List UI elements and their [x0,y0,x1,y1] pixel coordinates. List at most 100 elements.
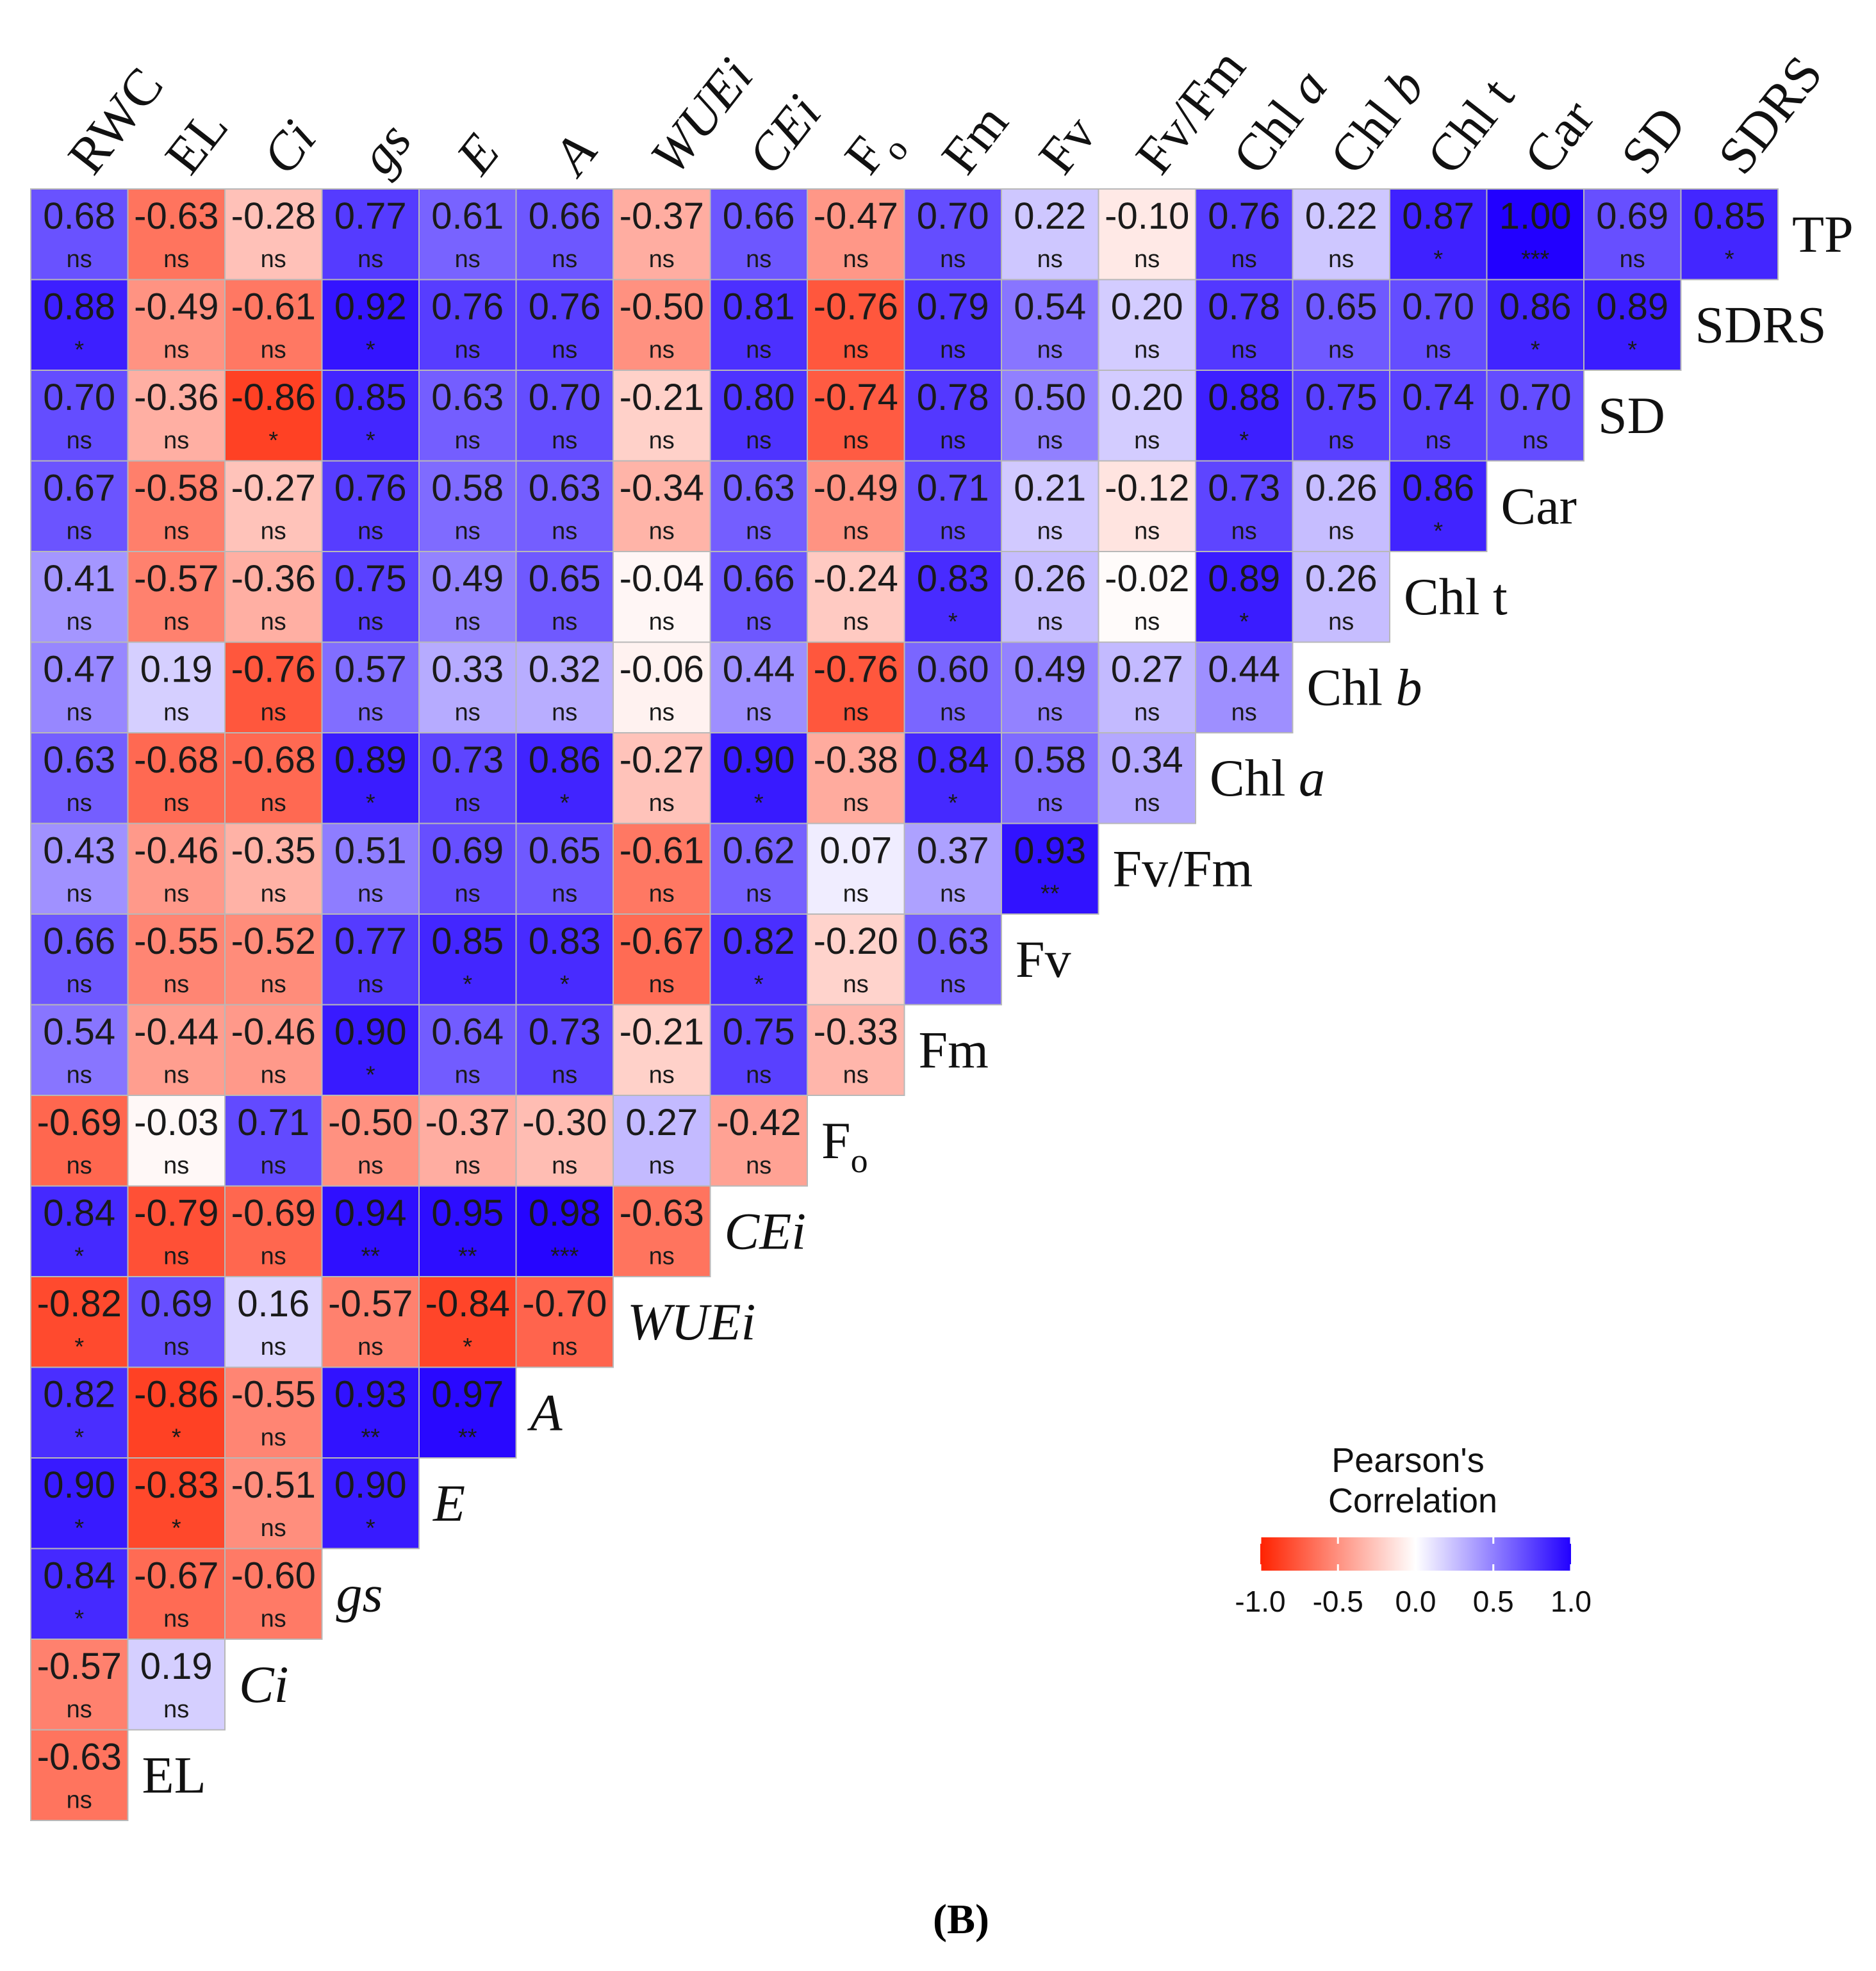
cell-value: 0.98 [529,1193,601,1234]
cell-value: -0.12 [1105,468,1189,509]
column-label: WUEi [639,47,764,184]
cell-fill [1001,732,1099,824]
cell-fill [709,822,808,915]
heatmap-cell: 0.90 * [30,1457,129,1550]
cell-significance: * [366,1062,375,1089]
cell-value: -0.74 [814,377,898,418]
cell-value: -0.63 [620,1193,704,1234]
cell-value: -0.63 [134,195,218,237]
cell-significance: ns [649,427,675,454]
cell-fill [1195,551,1294,643]
heatmap-cell: -0.37 ns [613,188,711,281]
cell-significance: ns [552,1152,577,1179]
cell-value: 0.89 [1208,558,1280,600]
cell-fill [30,370,129,462]
column-label: RWC [56,56,174,184]
heatmap-cell: 0.92 * [321,279,420,371]
heatmap-cell: -0.06 ns [613,641,711,733]
cell-significance: ns [552,699,577,726]
cell-significance: ns [455,699,481,726]
figure-caption: (B) [933,1896,989,1943]
heatmap-cell: 0.89 * [1583,279,1682,371]
heatmap-cell: -0.68 ns [127,732,226,824]
cell-fill [127,460,226,552]
cell-value: 0.63 [917,920,989,962]
column-label: A [540,123,608,187]
cell-significance: ns [261,1243,286,1270]
cell-fill [515,822,614,915]
heatmap-cell: 0.47 ns [30,641,129,733]
cell-value: 0.61 [431,195,504,237]
heatmap-cell: 0.44 ns [1195,641,1294,733]
cell-value: 0.80 [723,377,795,418]
heatmap-cell: 0.86 * [515,732,614,824]
cell-value: -0.49 [134,286,218,328]
cell-significance: ns [552,609,577,635]
cell-value: 0.71 [917,468,989,509]
cell-value: 0.95 [431,1193,504,1234]
cell-value: -0.47 [814,195,898,237]
cell-value: 0.70 [43,377,115,418]
cell-value: -0.57 [328,1283,413,1325]
cell-significance: ns [940,971,966,998]
cell-value: 0.65 [529,558,601,600]
heatmap-cell: 0.27 ns [613,1095,711,1187]
cell-significance: ns [746,1152,771,1179]
cell-value: -0.21 [620,1011,704,1053]
cell-significance: ns [163,699,189,726]
legend-tick-label: 0.5 [1473,1585,1514,1618]
cell-significance: ns [358,1334,383,1361]
heatmap-cell: -0.35 ns [224,822,323,915]
cell-value: 0.32 [529,649,601,691]
cell-fill [30,732,129,824]
cell-fill [224,1095,323,1187]
cell-significance: * [172,1425,181,1452]
cell-value: 0.22 [1305,195,1378,237]
cell-value: -0.76 [814,286,898,328]
heatmap-cell: -0.24 ns [807,551,905,643]
cell-value: 0.90 [723,739,795,781]
cell-fill [127,641,226,733]
cell-fill [321,1457,420,1550]
cell-significance: ns [746,1062,771,1089]
heatmap-cell: -0.69 ns [224,1185,323,1277]
heatmap-cell: 0.65 ns [1292,279,1390,371]
heatmap-cell: 0.93 ** [1001,822,1099,915]
cell-fill [709,1004,808,1096]
cell-significance: ns [552,1334,577,1361]
cell-significance: ns [1037,427,1063,454]
cell-value: 0.70 [529,377,601,418]
legend-tick-label: -0.5 [1313,1585,1363,1618]
cell-value: -0.37 [425,1102,510,1143]
column-label: Fm [930,94,1019,184]
heatmap-cell: 0.58 ns [418,460,517,552]
cell-significance: ns [67,1696,92,1723]
cell-significance: ns [1231,699,1257,726]
heatmap-cell: -0.38 ns [807,732,905,824]
heatmap-cell: 0.68 ns [30,188,129,281]
cell-value: 0.84 [43,1555,115,1597]
cell-fill [515,1004,614,1096]
cell-fill [127,1004,226,1096]
cell-fill [1583,188,1682,281]
cell-value: -0.83 [134,1464,218,1506]
cell-value: -0.63 [37,1737,122,1778]
heatmap-cell: 0.66 ns [30,913,129,1006]
cell-significance: ns [1426,337,1451,364]
cell-fill [1098,641,1196,733]
cell-significance: ns [1134,790,1160,817]
heatmap-cell: -0.60 ns [224,1548,323,1640]
cell-significance: ns [649,790,675,817]
heatmap-cell: -0.50 ns [321,1095,420,1187]
heatmap-cell: 0.66 ns [515,188,614,281]
cell-significance: * [1531,337,1540,364]
cell-value: 0.20 [1111,286,1183,328]
cell-fill [515,732,614,824]
heatmap-cell: 0.88 * [30,279,129,371]
heatmap-cell: 0.86 * [1486,279,1584,371]
label-part: F [821,1111,851,1170]
cell-fill [709,188,808,281]
cell-fill [807,551,905,643]
heatmap-cell: 0.71 ns [903,460,1002,552]
cell-fill [807,279,905,371]
